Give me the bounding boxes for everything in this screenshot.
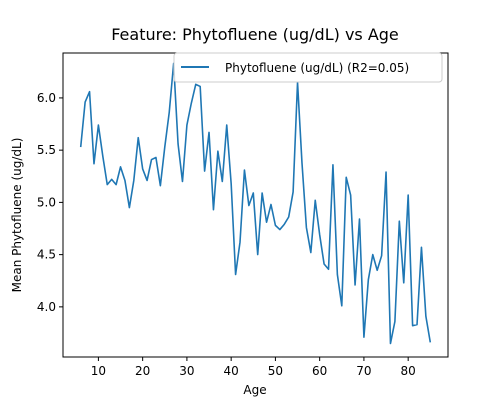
x-tick-label: 30 (179, 364, 194, 378)
chart-title: Feature: Phytofluene (ug/dL) vs Age (111, 25, 399, 44)
y-tick-label: 4.0 (37, 300, 56, 314)
legend: Phytofluene (ug/dL) (R2=0.05) (173, 52, 443, 83)
x-tick-label: 20 (135, 364, 150, 378)
plot-area: 10 20 30 40 50 60 70 80 4.0 4.5 5.0 5.5 6.0 (37, 52, 449, 378)
x-tick-label: 80 (401, 364, 416, 378)
y-axis-label: Mean Phytofluene (ug/dL) (10, 138, 24, 293)
x-tick-label: 40 (224, 364, 239, 378)
y-tick-label: 5.0 (37, 195, 56, 209)
y-tick-label: 4.5 (37, 248, 56, 262)
legend-box (173, 52, 443, 83)
y-tick-label: 5.5 (37, 143, 56, 157)
x-tick-label: 10 (91, 364, 106, 378)
x-tick-label: 60 (312, 364, 327, 378)
y-tick-label: 6.0 (37, 91, 56, 105)
x-tick-label: 70 (356, 364, 371, 378)
x-tick-label: 50 (268, 364, 283, 378)
legend-label: Phytofluene (ug/dL) (R2=0.05) (225, 61, 409, 75)
series-line-0 (79, 62, 432, 345)
x-axis-label: Age (243, 383, 266, 397)
